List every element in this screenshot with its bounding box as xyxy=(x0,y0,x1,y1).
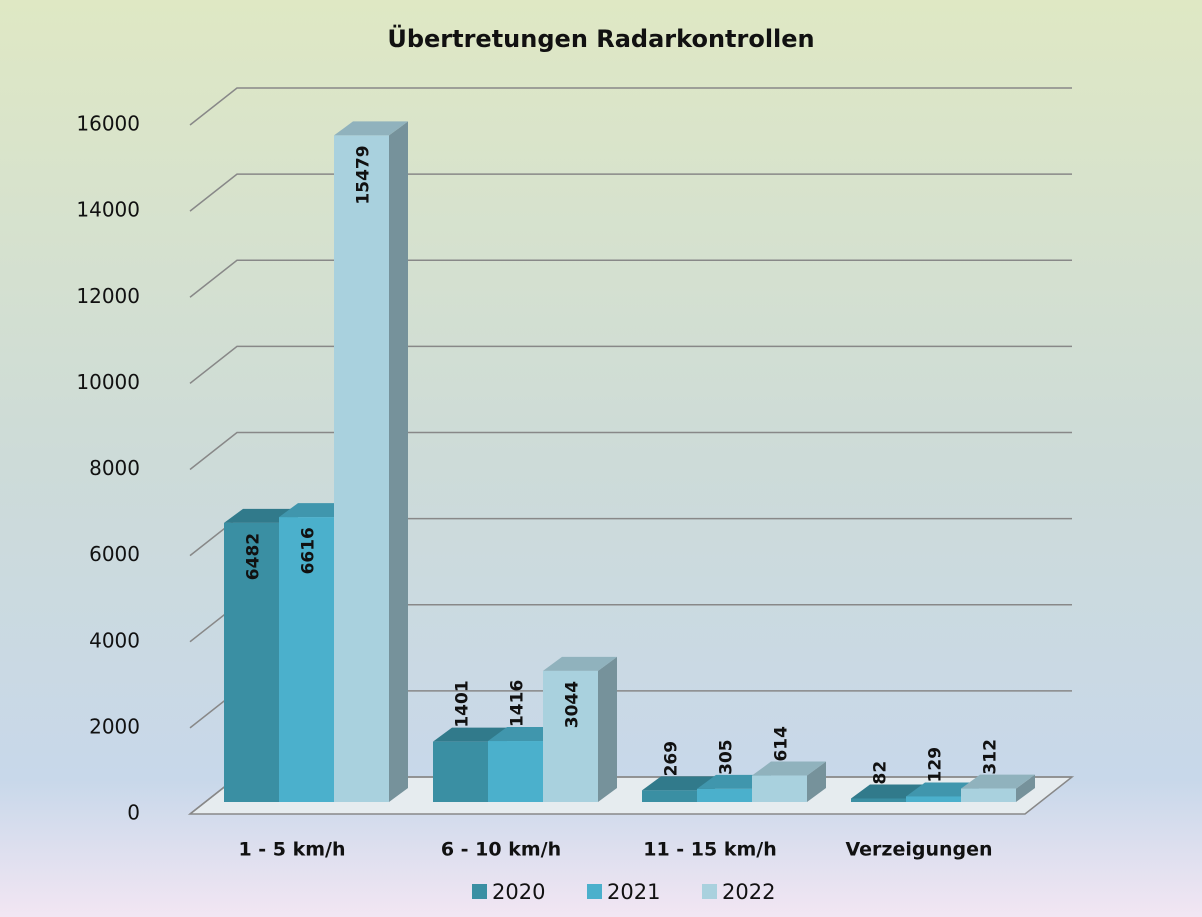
y-tick-label: 0 xyxy=(127,801,140,825)
value-label: 1401 xyxy=(453,680,473,727)
grid-line xyxy=(189,431,1072,471)
bar-front xyxy=(224,522,279,802)
y-tick-label: 6000 xyxy=(89,542,140,566)
x-tick-label: 6 - 10 km/h xyxy=(441,839,561,861)
legend-swatch xyxy=(702,884,717,899)
y-tick-label: 2000 xyxy=(89,714,140,738)
value-label: 3044 xyxy=(563,681,583,728)
value-label: 82 xyxy=(871,761,891,785)
bar xyxy=(543,656,617,802)
bar-front xyxy=(851,798,906,802)
value-label: 312 xyxy=(981,739,1001,775)
bar-front xyxy=(752,775,807,802)
bar xyxy=(752,761,826,802)
bar-side xyxy=(389,121,408,803)
value-label: 614 xyxy=(772,726,792,762)
bar-front xyxy=(642,790,697,802)
bar-front xyxy=(334,135,389,803)
bar-side xyxy=(807,761,826,802)
value-label: 129 xyxy=(926,747,946,783)
bar-front xyxy=(961,788,1016,802)
grid-line xyxy=(189,87,1072,126)
grid-line xyxy=(189,345,1072,384)
bar-front xyxy=(488,741,543,802)
legend-label: 2021 xyxy=(607,880,660,904)
y-tick-label: 12000 xyxy=(76,284,140,308)
bar-top xyxy=(642,776,716,791)
value-label: 15479 xyxy=(354,145,374,204)
y-tick-label: 10000 xyxy=(76,370,140,394)
legend-label: 2022 xyxy=(722,880,775,904)
grid-line xyxy=(189,173,1072,212)
bar-top xyxy=(851,784,925,799)
value-label: 305 xyxy=(717,739,737,775)
y-tick-label: 14000 xyxy=(76,198,140,222)
bar-front xyxy=(433,741,488,802)
x-tick-label: Verzeigungen xyxy=(845,839,992,861)
y-tick-label: 8000 xyxy=(89,456,140,480)
bar xyxy=(961,774,1035,802)
value-label: 6482 xyxy=(244,533,264,580)
legend-swatch xyxy=(587,884,602,899)
bar-side xyxy=(1016,774,1035,802)
chart-title: Übertretungen Radarkontrollen xyxy=(387,23,814,53)
y-tick-label: 16000 xyxy=(76,112,140,136)
legend-label: 2020 xyxy=(492,880,545,904)
bar-top xyxy=(433,727,507,742)
bar-front xyxy=(279,517,334,802)
bar-top xyxy=(961,774,1035,789)
bar-top xyxy=(752,761,826,776)
x-tick-label: 1 - 5 km/h xyxy=(238,839,345,861)
bar-front xyxy=(906,796,961,802)
y-tick-label: 4000 xyxy=(89,628,140,652)
legend-swatch xyxy=(472,884,487,899)
bar-front xyxy=(697,788,752,802)
bar-top xyxy=(334,121,408,136)
bar xyxy=(334,121,408,803)
bar-front xyxy=(543,670,598,802)
bar-side xyxy=(598,656,617,802)
value-label: 1416 xyxy=(508,680,528,727)
value-label: 269 xyxy=(662,741,682,777)
x-tick-label: 11 - 15 km/h xyxy=(643,839,777,861)
grid-line xyxy=(189,259,1072,298)
value-label: 6616 xyxy=(299,527,319,574)
bar-top xyxy=(543,656,617,671)
